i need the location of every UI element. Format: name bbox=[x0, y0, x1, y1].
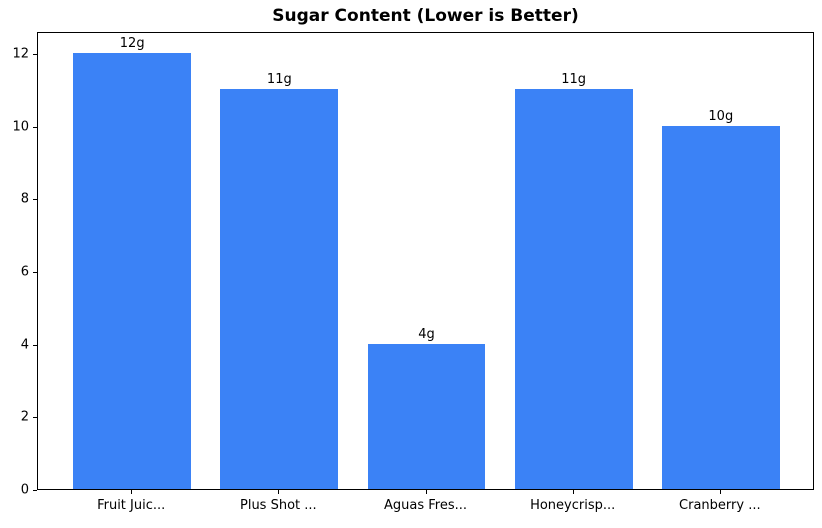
y-tick-label: 2 bbox=[20, 409, 29, 425]
bar bbox=[220, 89, 339, 489]
bar bbox=[367, 343, 486, 489]
bar bbox=[73, 52, 192, 489]
x-tick-label: Plus Shot ... bbox=[239, 498, 317, 513]
x-tick-mark bbox=[131, 490, 133, 494]
y-tick-mark bbox=[33, 53, 37, 55]
bar bbox=[514, 89, 633, 489]
chart-title: Sugar Content (Lower is Better) bbox=[272, 6, 579, 26]
bar-value-label: 12g bbox=[119, 35, 145, 51]
y-tick-label: 6 bbox=[20, 264, 29, 280]
bar-value-label: 11g bbox=[266, 72, 292, 88]
y-tick-mark bbox=[33, 126, 37, 128]
x-tick-label: Aguas Fres... bbox=[383, 498, 468, 513]
plot-area: 12g 11g 4g 11g 10g bbox=[37, 32, 814, 490]
y-tick-label: 10 bbox=[12, 119, 29, 134]
y-tick-label: 4 bbox=[20, 337, 29, 353]
x-tick-mark bbox=[719, 490, 721, 494]
bar-value-label: 11g bbox=[561, 72, 587, 88]
x-tick-label: Fruit Juic... bbox=[97, 498, 166, 513]
y-tick-mark bbox=[33, 199, 37, 201]
y-tick-label: 12 bbox=[12, 46, 29, 62]
bar-value-label: 10g bbox=[708, 108, 734, 124]
x-tick-mark bbox=[278, 490, 280, 494]
y-tick-label: 0 bbox=[20, 482, 29, 498]
y-tick-mark bbox=[33, 271, 37, 273]
y-tick-label: 8 bbox=[20, 191, 29, 207]
x-tick-label: Cranberry ... bbox=[679, 498, 761, 513]
x-tick-label: Honeycrisp... bbox=[530, 498, 616, 513]
y-tick-mark bbox=[33, 344, 37, 346]
bar bbox=[661, 125, 780, 489]
x-tick-mark bbox=[425, 490, 427, 494]
x-tick-mark bbox=[572, 490, 574, 494]
y-tick-mark bbox=[33, 490, 37, 491]
bar-value-label: 4g bbox=[418, 326, 435, 342]
y-tick-mark bbox=[33, 417, 37, 419]
